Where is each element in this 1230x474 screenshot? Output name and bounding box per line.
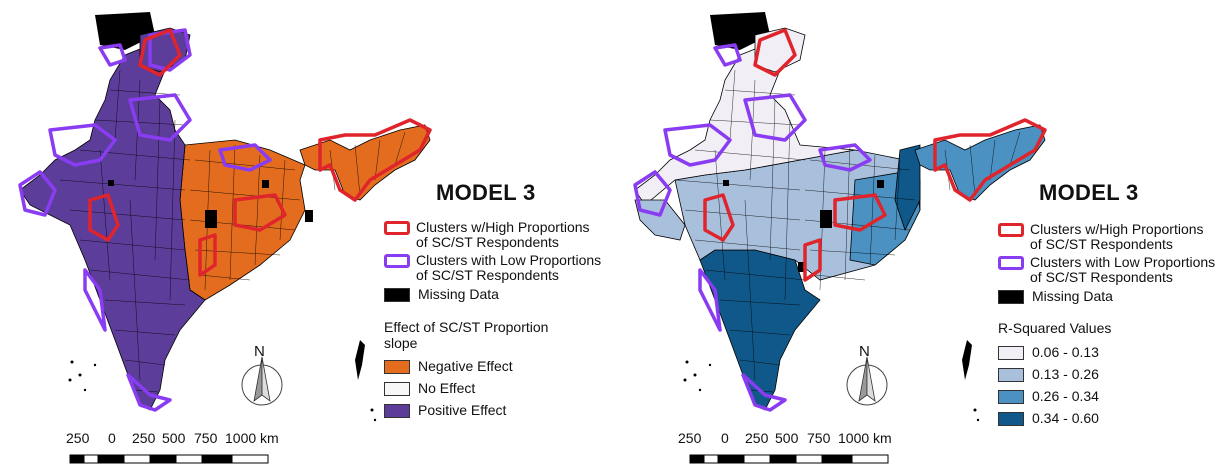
scale-label: 0 bbox=[721, 430, 729, 446]
fill-swatch bbox=[998, 390, 1024, 404]
legend-fill-item: Positive Effect bbox=[384, 403, 506, 418]
region-r2-west bbox=[634, 199, 686, 241]
legend-low-cluster: Clusters with Low Proportions of SC/ST R… bbox=[384, 253, 601, 283]
low-proportion-clusters bbox=[633, 43, 872, 412]
legend-fill-item: 0.06 - 0.13 bbox=[998, 345, 1099, 360]
legend-low-cluster: Clusters with Low Proportions of SC/ST R… bbox=[998, 255, 1215, 285]
fill-swatch bbox=[384, 404, 410, 418]
legend-missing: Missing Data bbox=[998, 289, 1113, 304]
legend-fill-item: 0.13 - 0.26 bbox=[998, 367, 1099, 382]
scale-label: 1000 km bbox=[838, 430, 892, 446]
low-proportion-clusters bbox=[18, 28, 272, 412]
india-map-left bbox=[18, 12, 432, 464]
map-panel-right: N MODEL 3 Clusters w/High Proportions of… bbox=[615, 0, 1230, 474]
region-northeast bbox=[299, 124, 431, 201]
scale-label: 500 bbox=[775, 430, 799, 446]
missing-swatch bbox=[998, 290, 1024, 304]
fill-legend-header: R-Squared Values bbox=[998, 320, 1112, 336]
high-cluster-swatch bbox=[384, 221, 410, 235]
scale-label: 1000 km bbox=[225, 430, 279, 446]
scale-label: 750 bbox=[194, 430, 218, 446]
legend-fill-item: No Effect bbox=[384, 381, 475, 396]
legend-high-cluster: Clusters w/High Proportions of SC/ST Res… bbox=[998, 222, 1204, 252]
high-proportion-clusters bbox=[703, 28, 1047, 282]
scale-label: 250 bbox=[132, 430, 156, 446]
scale-label: 250 bbox=[745, 430, 769, 446]
fill-swatch bbox=[998, 412, 1024, 426]
missing-data-spots bbox=[723, 180, 884, 272]
scale-label: 750 bbox=[807, 430, 831, 446]
fill-legend-header: Effect of SC/ST Proportion slope bbox=[384, 319, 549, 351]
scale-bar bbox=[689, 454, 889, 464]
north-arrow bbox=[846, 356, 888, 406]
missing-swatch bbox=[384, 288, 410, 302]
north-arrow bbox=[241, 356, 283, 406]
region-r2-northeast bbox=[914, 124, 1046, 201]
legend-high-cluster: Clusters w/High Proportions of SC/ST Res… bbox=[384, 220, 590, 250]
fill-swatch bbox=[998, 346, 1024, 360]
low-cluster-swatch bbox=[384, 254, 410, 268]
fill-swatch bbox=[384, 360, 410, 374]
legend-missing: Missing Data bbox=[384, 287, 499, 302]
region-r2-high bbox=[699, 249, 821, 411]
scale-label: 0 bbox=[108, 430, 116, 446]
north-label: N bbox=[254, 343, 265, 360]
legend-fill-item: Negative Effect bbox=[384, 359, 513, 374]
islands bbox=[68, 340, 377, 422]
fill-swatch bbox=[384, 382, 410, 396]
high-proportion-clusters bbox=[88, 28, 432, 277]
legend-fill-item: 0.26 - 0.34 bbox=[998, 389, 1099, 404]
scale-label: 250 bbox=[678, 430, 702, 446]
fill-swatch bbox=[998, 368, 1024, 382]
islands bbox=[683, 340, 980, 422]
region-r2-far-east bbox=[894, 144, 921, 232]
scale-label: 500 bbox=[162, 430, 186, 446]
high-cluster-swatch bbox=[998, 223, 1024, 237]
low-cluster-swatch bbox=[998, 256, 1024, 270]
india-map-right bbox=[633, 12, 1047, 464]
region-r2-kashmir bbox=[754, 27, 806, 73]
legend-fill-item: 0.34 - 0.60 bbox=[998, 411, 1099, 426]
model-title: MODEL 3 bbox=[436, 180, 536, 205]
missing-data-spots bbox=[108, 180, 313, 228]
scale-label: 250 bbox=[66, 430, 90, 446]
north-label: N bbox=[859, 343, 870, 360]
map-panel-left: N MODEL 3 Clusters w/High Proportions of… bbox=[18, 12, 601, 464]
scale-bar bbox=[69, 454, 269, 464]
model-title: MODEL 3 bbox=[1039, 180, 1139, 205]
